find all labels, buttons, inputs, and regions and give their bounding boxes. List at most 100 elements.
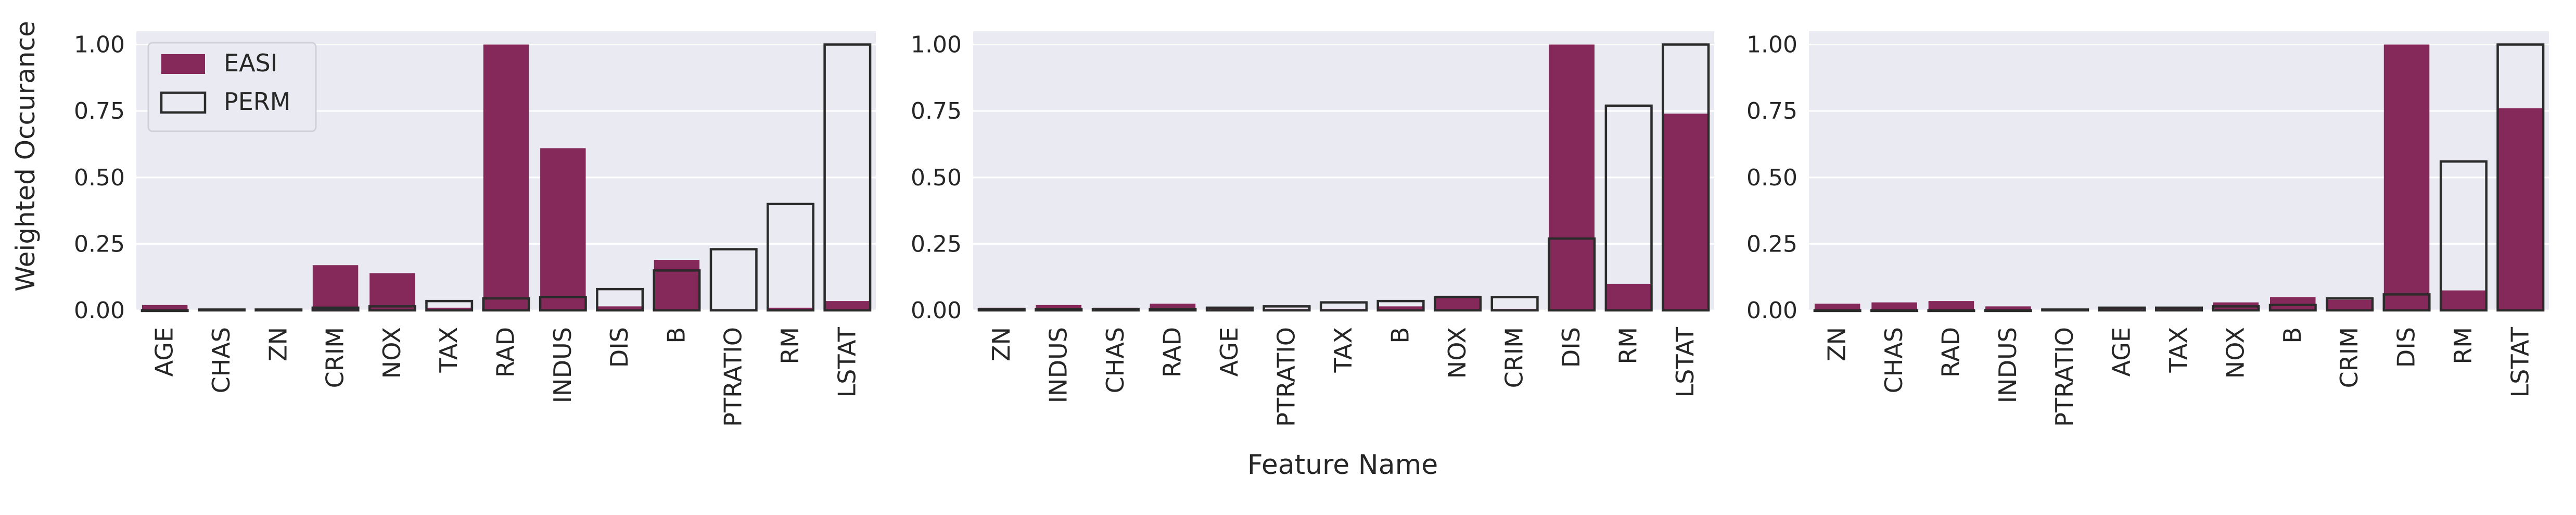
easi-bar [824,301,871,310]
easi-bar [426,307,472,310]
perm-bar [2326,297,2374,312]
y-tick-label: 0.75 [1746,98,1797,124]
x-tick-label: RM [2449,327,2477,365]
x-tick-label: NOX [1443,327,1471,379]
legend: EASI PERM [147,42,317,132]
x-tick-label: LSTAT [1671,326,1699,397]
x-tick-label: LSTAT [2506,326,2534,397]
perm-bar [425,299,474,312]
x-tick-label: NOX [2221,327,2249,379]
easi-bar [768,307,813,310]
easi-bar [1814,304,1860,310]
perm-bar [1984,309,2032,312]
easi-bar [369,273,415,310]
perm-bar [1870,309,1919,312]
legend-swatch-easi [161,54,205,74]
x-tick-label: NOX [378,327,406,379]
y-tick-label: 0.75 [74,98,125,124]
y-tick-label: 0.50 [911,165,962,191]
easi-bar [1378,306,1424,310]
x-tick-label: RM [1614,327,1642,365]
perm-bar [2041,308,2089,312]
x-tick-label: RAD [492,327,520,378]
perm-bar [1376,299,1425,312]
perm-bar [197,308,246,312]
x-tick-label: AGE [1215,327,1243,376]
x-tick-label: B [1386,327,1414,344]
perm-bar [311,306,360,312]
easi-bar [142,305,188,310]
x-tick-label: RM [776,327,804,365]
perm-bar [539,296,587,312]
perm-bar [823,43,872,312]
y-tick-label: 0.25 [911,231,962,257]
perm-bar [1490,296,1539,312]
perm-bar [1927,309,1975,312]
easi-bar [1605,283,1652,310]
perm-bar [977,308,1026,312]
x-tick-label: INDUS [549,327,577,403]
perm-bar [1091,308,1140,312]
perm-bar [1604,104,1653,312]
easi-bar [1928,301,1974,310]
easi-bar [597,306,643,310]
legend-swatch-perm [160,91,207,114]
perm-bar [1263,305,1311,312]
easi-bar [540,148,586,310]
plot-background [973,31,1714,310]
y-tick-label: 1.00 [911,32,962,58]
perm-bar [2268,304,2317,312]
easi-bar [1036,305,1082,310]
x-tick-label: RAD [1158,327,1186,378]
x-tick-label: PTRATIO [1272,327,1300,427]
x-tick-label: TAX [1329,327,1357,373]
x-tick-label: DIS [2392,327,2420,368]
easi-bar [2497,108,2544,311]
x-tick-label: INDUS [1044,327,1072,403]
perm-bar [1662,43,1710,312]
perm-bar [2154,306,2203,312]
chart-panel-3: 0.00 0.25 0.50 0.75 1.00 ZN CHAS RAD INDUS PTRATI… [1746,31,2549,427]
y-tick-label: 0.25 [74,231,125,257]
easi-bar [654,260,700,310]
legend-label: PERM [224,87,290,116]
perm-bar [1813,309,1861,312]
easi-bar [2270,297,2316,310]
x-tick-label: TAX [435,327,463,373]
x-tick-label: CHAS [1101,327,1129,393]
perm-bar [767,203,815,312]
x-tick-label: CHAS [207,327,235,393]
perm-bar [1434,296,1482,312]
perm-bar [368,305,416,312]
x-tick-label: ZN [264,327,292,361]
x-tick-label: PTRATIO [719,327,747,427]
perm-bar [1205,306,1254,312]
plot-background [1809,31,2549,310]
y-tick-label: 1.00 [1746,32,1797,58]
perm-bar [254,308,303,312]
perm-bar [1035,308,1083,312]
x-tick-label: ZN [987,327,1015,361]
chart-panel-1: 0.00 0.25 0.50 0.75 1.00 AGE CHAS ZN CRIM NOX TAX R… [74,31,876,427]
x-tick-label: CHAS [1880,327,1908,393]
x-tick-label: CRIM [2335,327,2363,388]
y-tick-label: 0.00 [1746,297,1797,324]
x-tick-label: CRIM [321,327,349,388]
perm-bar [1548,237,1596,312]
perm-bar [482,297,530,312]
x-tick-label: ZN [1823,327,1851,361]
x-tick-label: DIS [605,327,633,368]
x-tick-label: B [2278,327,2306,344]
y-tick-label: 0.00 [74,297,125,324]
y-tick-label: 0.00 [911,297,962,324]
perm-bar [2098,306,2146,312]
x-tick-label: LSTAT [833,326,861,397]
x-tick-label: PTRATIO [2050,327,2078,427]
easi-bar [2441,290,2486,310]
perm-bar [2382,293,2431,312]
perm-bar [653,269,701,312]
x-tick-label: B [662,327,690,344]
legend-label: EASI [224,49,277,77]
easi-bar [2383,44,2430,311]
